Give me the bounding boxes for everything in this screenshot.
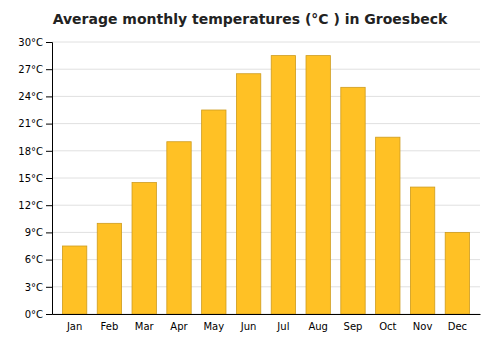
plot: 0°C 3°C 6°C 9°C 12°C 15°C 18°C 21°C 24°C 27°C 30°C… bbox=[18, 37, 480, 332]
tick: Sep bbox=[344, 321, 363, 332]
tick: Nov bbox=[413, 321, 433, 332]
tick: Jan bbox=[66, 321, 82, 332]
tick: 12°C bbox=[18, 200, 52, 211]
tick: 18°C bbox=[18, 146, 52, 157]
grid bbox=[52, 42, 480, 314]
grid-line bbox=[52, 96, 480, 97]
tick-mark bbox=[46, 232, 52, 233]
tick-label: Jul bbox=[276, 321, 289, 332]
tick-mark bbox=[46, 314, 52, 315]
bar bbox=[202, 110, 226, 314]
tick-label: 12°C bbox=[18, 200, 43, 211]
tick: 30°C bbox=[18, 37, 52, 48]
tick-label: 30°C bbox=[18, 37, 43, 48]
tick-mark bbox=[46, 151, 52, 152]
tick-label: 6°C bbox=[25, 254, 43, 265]
bar bbox=[306, 56, 330, 314]
axis-line bbox=[53, 314, 481, 315]
tick-label: Dec bbox=[448, 321, 467, 332]
tick-mark bbox=[46, 124, 52, 125]
grid-line bbox=[52, 150, 480, 151]
tick-label: 9°C bbox=[25, 227, 43, 238]
bar bbox=[271, 56, 295, 314]
x-axis: Jan Feb Mar Apr May Jun Jul Aug Sep Oct Nov Dec bbox=[53, 315, 481, 333]
tick-label: Mar bbox=[135, 321, 155, 332]
bar bbox=[97, 223, 121, 314]
bar bbox=[132, 183, 156, 314]
tick: 27°C bbox=[18, 64, 52, 75]
grid-line bbox=[52, 69, 480, 70]
y-axis: 0°C 3°C 6°C 9°C 12°C 15°C 18°C 21°C 24°C 27°C 30°C bbox=[18, 37, 52, 320]
tick-label: May bbox=[203, 321, 224, 332]
tick-label: Jan bbox=[66, 321, 82, 332]
chart: 0°C 3°C 6°C 9°C 12°C 15°C 18°C 21°C 24°C 27°C 30°C… bbox=[0, 0, 500, 350]
tick: 0°C bbox=[25, 309, 52, 320]
bar bbox=[236, 74, 260, 314]
tick-label: Sep bbox=[344, 321, 363, 332]
tick-mark bbox=[46, 96, 52, 97]
tick-mark bbox=[46, 260, 52, 261]
tick: Feb bbox=[101, 321, 119, 332]
grid-line bbox=[52, 178, 480, 179]
tick: 21°C bbox=[18, 118, 52, 129]
tick-label: 18°C bbox=[18, 146, 43, 157]
bar bbox=[62, 246, 86, 314]
bar bbox=[410, 187, 434, 314]
tick: 24°C bbox=[18, 91, 52, 102]
bar bbox=[376, 137, 400, 314]
title: Average monthly temperatures (°C ) in Gr… bbox=[53, 11, 448, 27]
tick-label: 3°C bbox=[25, 282, 43, 293]
bar bbox=[167, 142, 191, 314]
tick: 15°C bbox=[18, 173, 52, 184]
tick: Jun bbox=[240, 321, 257, 332]
tick-label: Nov bbox=[413, 321, 433, 332]
tick-label: 21°C bbox=[18, 118, 43, 129]
tick-mark bbox=[46, 287, 52, 288]
tick: Oct bbox=[379, 321, 396, 332]
tick-label: Oct bbox=[379, 321, 396, 332]
tick-mark bbox=[46, 178, 52, 179]
bar bbox=[445, 232, 469, 314]
tick: 9°C bbox=[25, 227, 52, 238]
tick-label: Jun bbox=[240, 321, 257, 332]
tick-mark bbox=[46, 42, 52, 43]
tick-mark bbox=[46, 205, 52, 206]
tick: Apr bbox=[170, 321, 188, 332]
tick: Aug bbox=[308, 321, 328, 332]
tick-label: Apr bbox=[170, 321, 188, 332]
tick: Dec bbox=[448, 321, 467, 332]
tick: May bbox=[203, 321, 224, 332]
tick: Jul bbox=[276, 321, 289, 332]
tick-label: 24°C bbox=[18, 91, 43, 102]
tick-label: 0°C bbox=[25, 309, 43, 320]
tick-label: 27°C bbox=[18, 64, 43, 75]
tick: 6°C bbox=[25, 254, 52, 265]
grid-line bbox=[52, 123, 480, 124]
bar bbox=[341, 87, 365, 314]
tick-mark bbox=[46, 69, 52, 70]
grid-line bbox=[52, 42, 480, 43]
tick-label: Feb bbox=[101, 321, 119, 332]
bars bbox=[62, 56, 469, 314]
tick-label: Aug bbox=[308, 321, 328, 332]
tick: Mar bbox=[135, 321, 155, 332]
axis-line bbox=[46, 43, 53, 315]
tick: 3°C bbox=[25, 282, 52, 293]
tick-label: 15°C bbox=[18, 173, 43, 184]
